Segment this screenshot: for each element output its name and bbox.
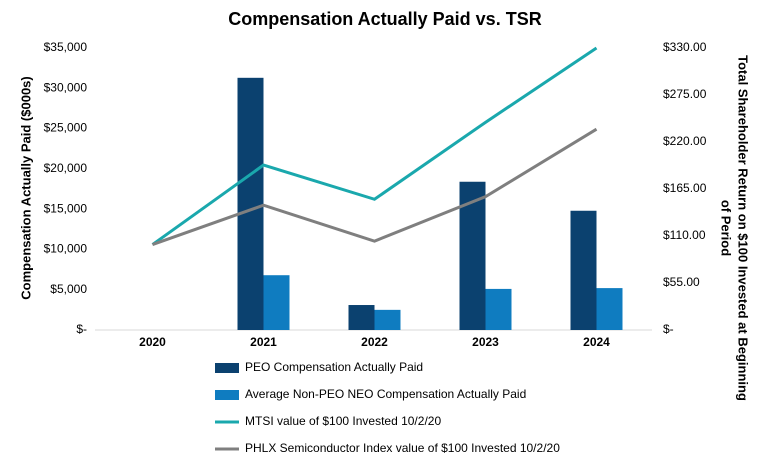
chart-title: Compensation Actually Paid vs. TSR [228,9,541,29]
y-tick-label: $15,000 [44,201,88,215]
x-tick-label: 2021 [250,335,277,349]
y-tick-label: $- [76,322,87,336]
legend-swatch [215,363,239,373]
y2-tick-label: $- [663,322,674,336]
y2-axis-title: of Period [719,200,734,256]
y-tick-label: $35,000 [44,40,88,54]
bar [237,77,264,330]
x-tick-label: 2024 [583,335,610,349]
y2-tick-label: $330.00 [663,40,707,54]
line [151,127,598,246]
legend-label: MTSI value of $100 Invested 10/2/20 [245,414,441,428]
y-tick-label: $10,000 [44,242,88,256]
y2-tick-label: $110.00 [663,228,706,242]
x-tick-label: 2022 [361,335,388,349]
x-tick-label: 2023 [472,335,499,349]
bar [263,275,290,330]
bar [348,305,375,330]
y-axis-title: Compensation Actually Paid ($000s) [18,76,33,299]
y2-tick-label: $220.00 [663,134,707,148]
bar [570,210,597,330]
legend-label: PHLX Semiconductor Index value of $100 I… [245,441,560,455]
legend-swatch [215,390,239,400]
y-tick-label: $20,000 [44,161,88,175]
y2-tick-label: $275.00 [663,87,707,101]
bar [374,309,401,330]
legend-label: Average Non-PEO NEO Compensation Actuall… [245,387,526,401]
legend-label: PEO Compensation Actually Paid [245,360,423,374]
y2-axis-title: Total Shareholder Return on $100 Investe… [736,55,751,401]
bar [485,288,512,330]
bar [596,288,623,330]
line [151,46,598,246]
y-tick-label: $30,000 [44,80,88,94]
y2-tick-label: $165.00 [663,181,707,195]
x-tick-label: 2020 [139,335,166,349]
y-tick-label: $5,000 [50,282,87,296]
y-tick-label: $25,000 [44,121,88,135]
y2-tick-label: $55.00 [663,275,700,289]
